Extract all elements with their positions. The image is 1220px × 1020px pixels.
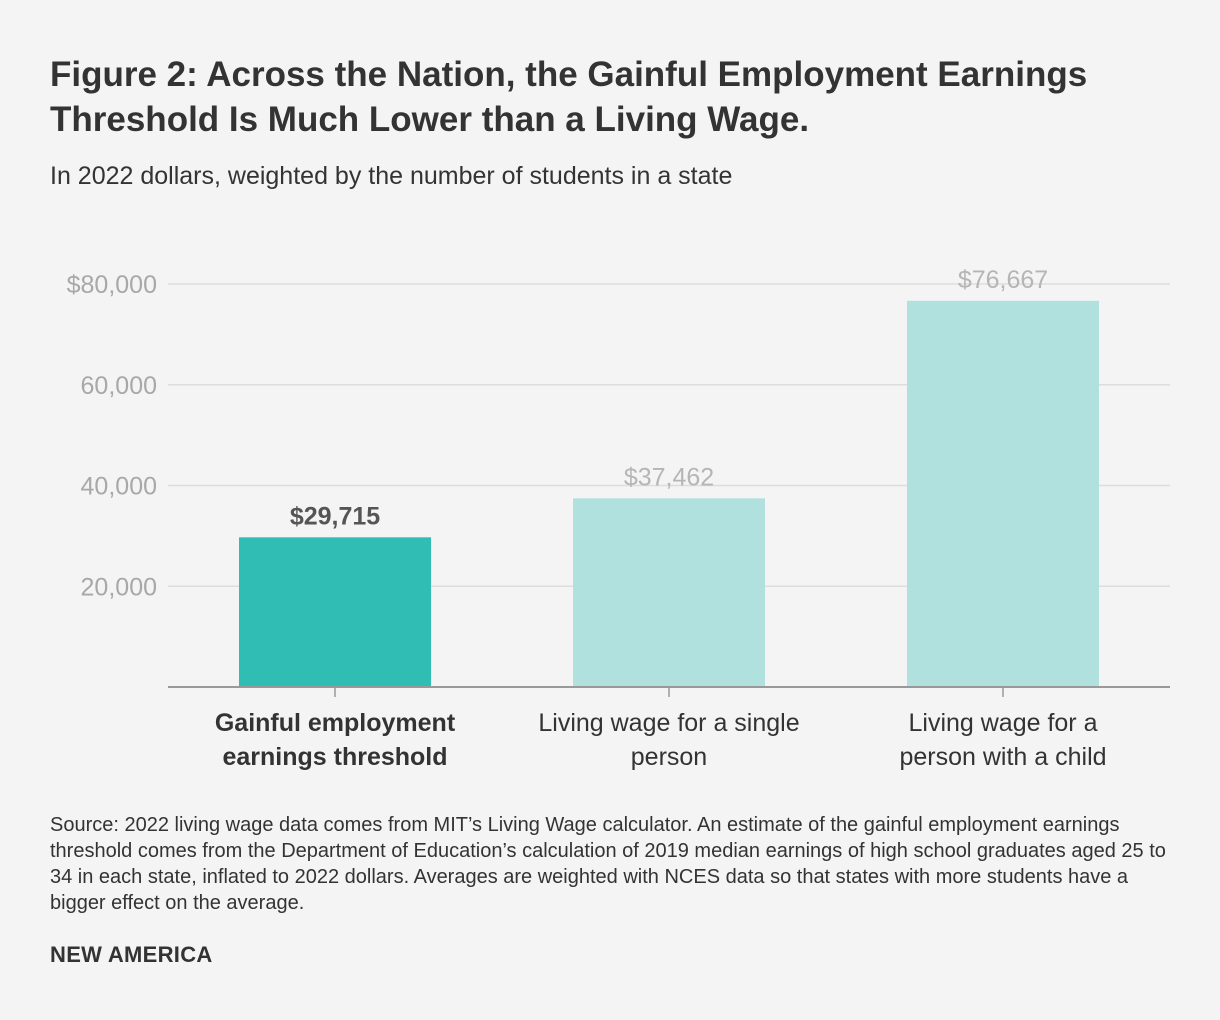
bar-value-label: $29,715: [290, 502, 380, 530]
y-tick-label: 60,000: [81, 372, 157, 400]
y-tick-label: 20,000: [81, 573, 157, 601]
x-category-label: Living wage for a: [908, 709, 1097, 737]
x-category-label: Gainful employment: [215, 709, 456, 737]
chart-title-line-2: Threshold Is Much Lower than a Living Wa…: [50, 100, 810, 139]
y-tick-label: $80,000: [67, 271, 157, 299]
x-category-label: earnings threshold: [222, 743, 447, 771]
x-category-label: Living wage for a single: [538, 709, 799, 737]
bar-value-label: $37,462: [624, 463, 714, 491]
bar: [239, 537, 431, 687]
bar-chart: 20,000 40,000 60,000 $80,000 $29,715 Gainful …: [67, 266, 1170, 771]
y-tick-label: 40,000: [81, 473, 157, 501]
x-category-label: person: [631, 743, 707, 771]
chart-title-line-1: Figure 2: Across the Nation, the Gainful…: [50, 55, 1088, 94]
chart-subtitle: In 2022 dollars, weighted by the number …: [50, 162, 733, 190]
bar: [907, 300, 1099, 687]
bar-value-label: $76,667: [958, 266, 1048, 294]
x-category-label: person with a child: [899, 743, 1106, 771]
source-note: Source: 2022 living wage data comes from…: [50, 814, 1166, 914]
chart-title: Figure 2: Across the Nation, the Gainful…: [50, 52, 1190, 142]
bar: [573, 498, 765, 687]
brand-logo-text: NEW AMERICA: [50, 942, 213, 967]
